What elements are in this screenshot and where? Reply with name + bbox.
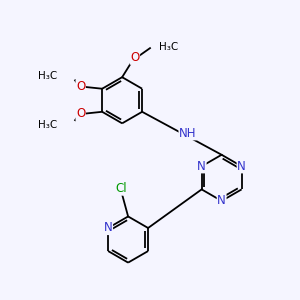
Text: O: O (76, 80, 85, 93)
Text: H₃C: H₃C (38, 120, 58, 130)
Text: O: O (130, 51, 140, 64)
Text: NH: NH (179, 127, 196, 140)
Text: H₃C: H₃C (159, 42, 178, 52)
Text: N: N (104, 221, 112, 235)
Text: N: N (197, 160, 206, 173)
Text: O: O (76, 107, 85, 120)
Text: N: N (237, 160, 246, 173)
Text: H₃C: H₃C (38, 70, 58, 81)
Text: Cl: Cl (115, 182, 127, 195)
Text: N: N (217, 194, 226, 207)
